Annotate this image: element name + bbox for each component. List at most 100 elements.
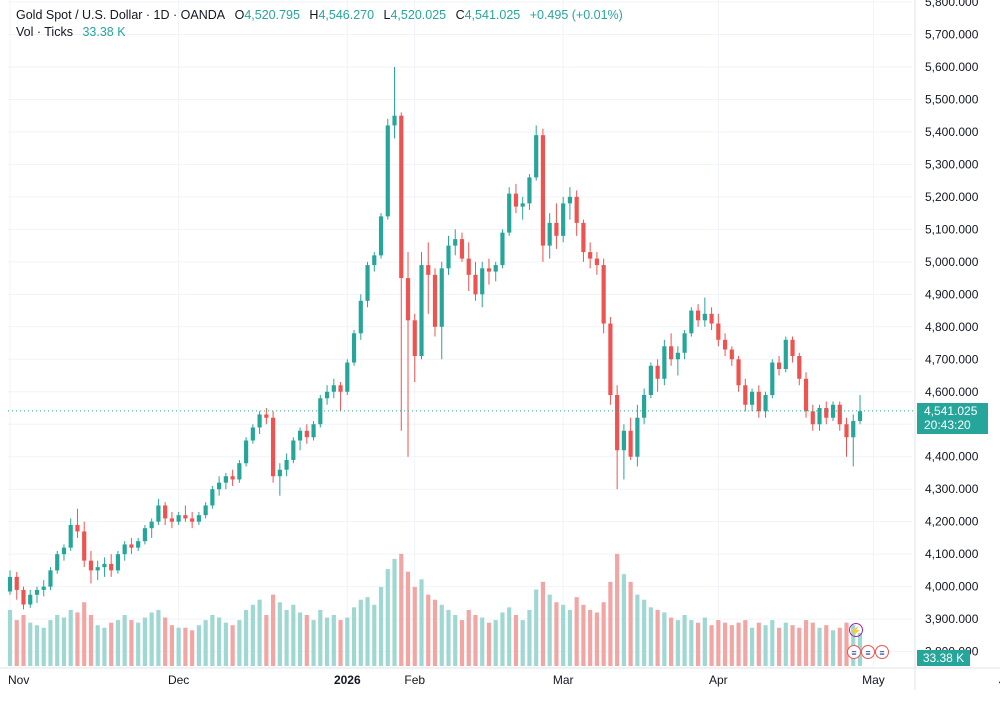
volume-bar bbox=[453, 615, 458, 666]
candle-body bbox=[142, 528, 148, 542]
candle-body bbox=[534, 135, 539, 178]
time-tick-label: Mar bbox=[553, 673, 574, 687]
volume-bar bbox=[770, 620, 775, 666]
volume-bar bbox=[669, 617, 674, 666]
symbol-title[interactable]: Gold Spot / U.S. Dollar · 1D · OANDA bbox=[16, 8, 226, 22]
volume-bar bbox=[696, 622, 701, 666]
candle-body bbox=[540, 135, 546, 246]
price-tick-label: 4,100.000 bbox=[925, 547, 979, 561]
volume-bar bbox=[61, 617, 67, 666]
candle-body bbox=[304, 430, 309, 438]
candle-body bbox=[567, 196, 573, 204]
price-tick-label: 4,900.000 bbox=[925, 287, 979, 301]
volume-value: 33.38 K bbox=[82, 25, 126, 39]
candle-body bbox=[749, 391, 755, 405]
volume-bar bbox=[662, 612, 667, 666]
candle-body bbox=[358, 300, 363, 334]
volume-bar bbox=[75, 612, 80, 666]
current-price-value: 4,541.025 bbox=[924, 404, 978, 418]
candle-body bbox=[156, 505, 161, 522]
high-value: 4,546.270 bbox=[318, 8, 375, 22]
candle-body bbox=[453, 239, 458, 246]
volume-bar bbox=[480, 617, 485, 666]
volume-bar bbox=[743, 620, 748, 666]
candle-body bbox=[203, 505, 208, 516]
candle-body bbox=[34, 589, 40, 595]
candle-body bbox=[28, 594, 33, 605]
us-flag-event-icon[interactable]: ≡ bbox=[875, 645, 889, 659]
time-tick-label: Dec bbox=[168, 673, 189, 687]
candle-body bbox=[642, 395, 647, 418]
candle-body bbox=[803, 378, 809, 412]
volume-bar bbox=[797, 627, 802, 666]
candle-body bbox=[61, 547, 67, 555]
price-tick-label: 4,700.000 bbox=[925, 352, 979, 366]
candle-body bbox=[405, 278, 411, 321]
volume-bar bbox=[136, 622, 141, 666]
candle-body bbox=[473, 274, 478, 295]
candle-body bbox=[830, 404, 836, 418]
volume-label[interactable]: Vol · Ticks bbox=[16, 25, 73, 39]
close-label: C bbox=[455, 8, 465, 22]
candle-body bbox=[635, 417, 640, 457]
candle-body bbox=[857, 411, 863, 421]
open-label: O bbox=[234, 8, 245, 22]
high-label: H bbox=[309, 8, 319, 22]
candle-body bbox=[351, 333, 357, 363]
candle-body bbox=[844, 424, 849, 438]
candle-body bbox=[851, 420, 856, 438]
volume-bar bbox=[129, 620, 134, 666]
volume-bar bbox=[68, 609, 73, 666]
candle-body bbox=[331, 385, 336, 392]
volume-bar bbox=[689, 620, 694, 666]
candle-body bbox=[129, 544, 134, 548]
candle-body bbox=[810, 411, 815, 425]
volume-bar bbox=[297, 612, 303, 666]
volume-bar bbox=[432, 599, 438, 666]
volume-bar bbox=[284, 609, 289, 666]
us-flag-event-icon[interactable]: ≡ bbox=[847, 645, 861, 659]
price-tick-label: 4,400.000 bbox=[925, 450, 979, 464]
volume-bar bbox=[493, 620, 498, 666]
volume-bar bbox=[473, 615, 478, 666]
candle-body bbox=[75, 524, 80, 532]
candle-body bbox=[689, 310, 694, 334]
volume-bar bbox=[338, 620, 343, 666]
candle-body bbox=[574, 196, 579, 223]
candle-body bbox=[284, 459, 289, 470]
candle-body bbox=[486, 268, 492, 272]
price-tick-label: 5,000.000 bbox=[925, 255, 979, 269]
volume-bar bbox=[729, 625, 734, 666]
candle-body bbox=[277, 469, 282, 477]
time-tick-label: Jun bbox=[999, 673, 1000, 687]
volume-bar bbox=[399, 553, 404, 666]
volume-bar bbox=[702, 617, 707, 666]
candle-body bbox=[412, 320, 417, 357]
candle-body bbox=[628, 430, 633, 457]
candle-body bbox=[149, 521, 154, 529]
candle-body bbox=[109, 563, 114, 571]
candle-body bbox=[432, 274, 438, 327]
volume-bar bbox=[756, 622, 761, 666]
volume-bar bbox=[709, 625, 714, 666]
lightning-event-icon[interactable]: ⚡ bbox=[849, 623, 863, 637]
volume-bar bbox=[412, 586, 417, 666]
volume-bar bbox=[372, 604, 377, 666]
time-axis[interactable]: Nov Dec 2026 Feb Mar Apr May Jun bbox=[8, 673, 1000, 687]
candle-body bbox=[230, 476, 235, 480]
volume-bar bbox=[392, 558, 397, 666]
price-tick-label: 5,400.000 bbox=[925, 125, 979, 139]
volume-bar bbox=[520, 620, 525, 666]
price-axis[interactable]: 3,800.0003,900.0004,000.0004,100.0004,20… bbox=[925, 0, 979, 659]
us-flag-event-icon[interactable]: ≡ bbox=[861, 645, 875, 659]
volume-bar bbox=[176, 627, 181, 666]
volume-bar bbox=[716, 620, 721, 666]
time-tick-label: Nov bbox=[8, 673, 29, 687]
candle-body bbox=[824, 408, 829, 418]
volume-bar bbox=[115, 620, 121, 666]
volume-bar bbox=[109, 622, 114, 666]
volume-bar bbox=[507, 607, 512, 666]
candle-body bbox=[183, 515, 188, 519]
volume-bar bbox=[257, 599, 262, 666]
